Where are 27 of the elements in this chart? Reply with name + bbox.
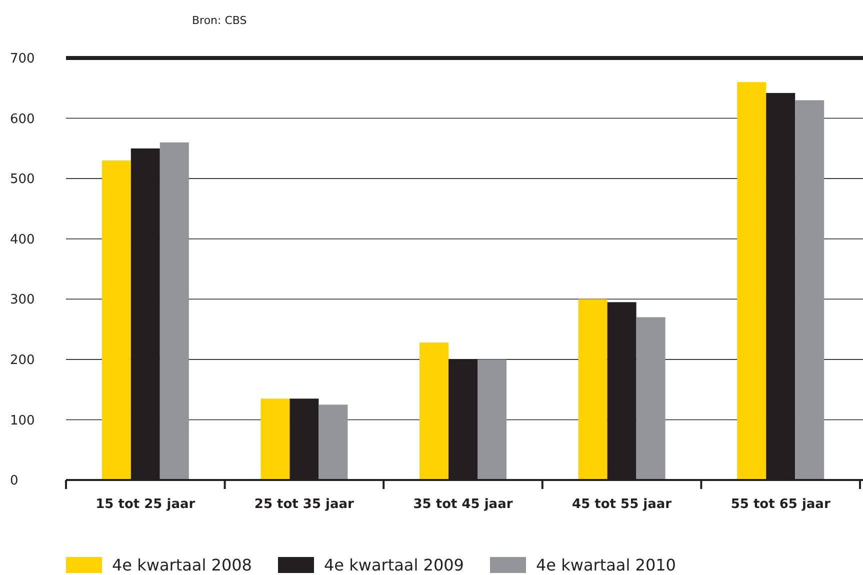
y-tick-label: 300 [10,292,35,308]
bar [160,142,189,480]
y-tick-label: 400 [10,232,35,248]
bar [795,100,824,480]
bar [478,359,506,480]
bar [102,160,131,480]
y-tick-label: 600 [10,112,35,127]
y-tick-label: 700 [10,52,35,67]
y-tick-label: 100 [10,413,35,428]
y-tick-label: 200 [10,352,35,368]
x-tick-label: 25 tot 35 jaar [254,497,355,512]
bar [737,82,766,480]
x-tick-label: 45 tot 55 jaar [572,497,672,512]
text: Bron: CBS [192,14,247,27]
legend-label: 4e kwartaal 2010 [536,556,676,575]
legend-label: 4e kwartaal 2009 [324,556,464,575]
bar [420,342,448,480]
y-tick-label: 500 [10,172,35,188]
y-tick-label: 0 [10,474,18,489]
x-tick-label: 55 tot 65 jaar [730,497,831,512]
x-tick-label: 15 tot 25 jaar [96,497,196,512]
bar [578,299,608,480]
bar [318,404,348,480]
legend-label: 4e kwartaal 2008 [112,556,252,575]
x-tick-label: 35 tot 45 jaar [413,497,514,512]
bar [260,398,290,480]
bar [636,317,666,480]
